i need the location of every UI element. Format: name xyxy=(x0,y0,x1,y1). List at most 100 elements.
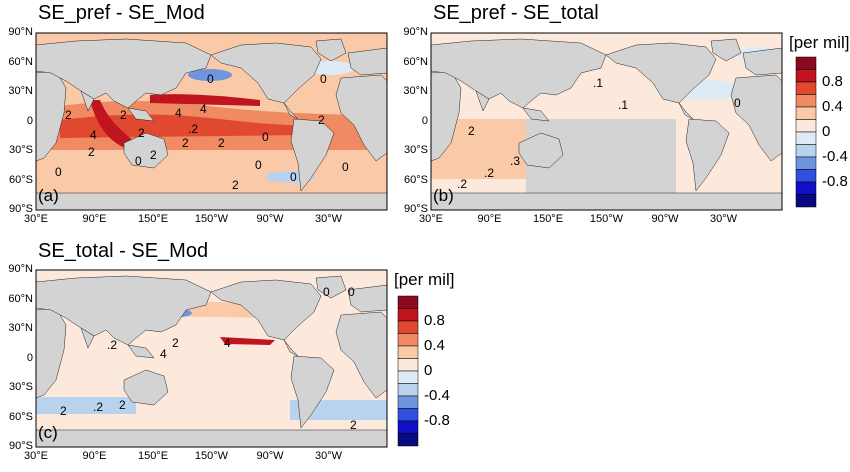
panel-c-south-indian-low xyxy=(36,397,136,414)
colorbar-swatch xyxy=(795,169,817,183)
colorbar-tick: -0.4 xyxy=(822,148,848,165)
colorbar-swatch xyxy=(397,383,419,397)
contour-label: 2 xyxy=(468,124,475,138)
colorbar-tick: 0.4 xyxy=(424,337,445,354)
contour-label: 2 xyxy=(60,404,67,418)
colorbar-swatch xyxy=(397,370,419,384)
colorbar-swatch xyxy=(795,94,817,108)
colorbar-tick: -0.8 xyxy=(424,412,450,429)
contour-label: .2 xyxy=(107,338,118,352)
lon-tick-c-2: 150°E xyxy=(137,450,169,462)
colorbar-tick: 0.8 xyxy=(424,312,445,329)
colorbar-swatch xyxy=(795,131,817,145)
panel-a-title: SE_pref - SE_Mod xyxy=(38,2,205,24)
colorbar-swatch xyxy=(795,106,817,120)
lon-tick-a-1: 90°E xyxy=(82,213,107,225)
lon-tick-c-0: 30°E xyxy=(24,450,48,462)
lon-tick-a-2: 150°E xyxy=(137,213,169,225)
contour-label: 4 xyxy=(160,347,167,361)
colorbar-swatch xyxy=(795,81,817,95)
colorbar-tick: 0.4 xyxy=(822,98,843,115)
lat-tick-a-3: 0 xyxy=(26,114,33,127)
panel-a-frame xyxy=(35,32,388,211)
contour-label: .1 xyxy=(593,76,604,90)
lon-tick-c-1: 90°E xyxy=(82,450,107,462)
contour-label: 0 xyxy=(734,96,741,110)
colorbar-tick: 0 xyxy=(424,362,433,379)
lat-tick-a-0: 90°N xyxy=(8,26,33,38)
colorbar-swatch xyxy=(795,144,817,158)
contour-label: 0 xyxy=(290,170,297,184)
contour-label: .3 xyxy=(510,154,521,168)
lat-tick-c-2: 30°N xyxy=(8,322,33,334)
contour-label: 0 xyxy=(348,285,355,299)
panel-a-letter: (a) xyxy=(38,186,59,205)
lat-tick-c-6: 90°S xyxy=(9,440,33,452)
panel-b-frame xyxy=(430,32,783,211)
lat-tick-c-3: 0 xyxy=(26,351,33,364)
lon-tick-c-5: 30°W xyxy=(314,450,343,462)
lon-tick-c-4: 90°W xyxy=(256,450,284,462)
contour-label: 2 xyxy=(172,336,179,350)
colorbar-swatch xyxy=(397,308,419,322)
contour-label: 2 xyxy=(65,108,72,122)
lat-tick-c-1: 60°N xyxy=(8,292,33,305)
contour-label: 0 xyxy=(342,160,349,174)
lon-tick-a-4: 90°W xyxy=(256,213,284,225)
lat-tick-b-4: 30°S xyxy=(404,144,428,156)
colorbar-swatch xyxy=(795,56,817,70)
panel-b-title: SE_pref - SE_total xyxy=(433,2,599,24)
lon-tick-b-4: 90°W xyxy=(651,213,679,225)
colorbar-tick: 0 xyxy=(822,123,831,140)
colorbar-swatch xyxy=(397,345,419,359)
colorbar-tick: -0.4 xyxy=(424,387,450,404)
lat-tick-b-2: 30°N xyxy=(403,85,428,97)
contour-label: 0 xyxy=(320,72,327,86)
colorbar-swatch xyxy=(397,333,419,347)
contour-label: 2 xyxy=(350,418,357,432)
contour-label: 2 xyxy=(120,108,127,122)
panel-a-map xyxy=(35,32,388,211)
colorbar-swatch xyxy=(795,69,817,83)
colorbar-top-label: [per mil] xyxy=(789,33,850,52)
lat-tick-c-0: 90°N xyxy=(8,263,33,275)
contour-label: 4 xyxy=(224,336,231,350)
lat-tick-b-0: 90°N xyxy=(403,26,428,38)
contour-label: 2 xyxy=(218,136,225,150)
contour-label: .2 xyxy=(457,177,468,191)
panel-a-indian-band xyxy=(90,100,140,150)
contour-label: 2 xyxy=(88,145,95,159)
contour-label: 0 xyxy=(323,285,330,299)
lon-tick-a-5: 30°W xyxy=(314,213,343,225)
colorbar-swatch xyxy=(397,320,419,334)
lon-tick-b-1: 90°E xyxy=(477,213,502,225)
colorbar-swatch xyxy=(397,358,419,372)
contour-label: 2 xyxy=(119,398,126,412)
lon-tick-b-5: 30°W xyxy=(709,213,738,225)
colorbar-tick: 0.8 xyxy=(822,73,843,90)
contour-label: 2 xyxy=(182,136,189,150)
colorbar-bottom xyxy=(397,295,419,447)
lat-tick-b-3: 0 xyxy=(421,114,428,127)
lon-tick-b-3: 150°W xyxy=(589,213,624,225)
panel-c-frame xyxy=(35,269,388,448)
colorbar-swatch xyxy=(795,181,817,195)
contour-label: 0 xyxy=(207,72,214,86)
lat-tick-a-2: 30°N xyxy=(8,85,33,97)
panel-c-max-band xyxy=(220,337,275,345)
contour-label: 4 xyxy=(200,102,207,116)
contour-label: .2 xyxy=(188,122,199,136)
lon-tick-c-3: 150°W xyxy=(194,450,229,462)
colorbar-bottom-label: [per mil] xyxy=(394,270,455,289)
lon-tick-a-3: 150°W xyxy=(194,213,229,225)
lat-tick-a-1: 60°N xyxy=(8,55,33,68)
contour-label: 4 xyxy=(175,106,182,120)
contour-label: 0 xyxy=(135,154,142,168)
contour-label: .2 xyxy=(484,166,495,180)
panel-b-map xyxy=(430,32,783,211)
colorbar-swatch xyxy=(397,420,419,434)
lat-tick-c-4: 30°S xyxy=(9,381,33,393)
colorbar-swatch xyxy=(397,395,419,409)
colorbar-top xyxy=(795,56,817,208)
